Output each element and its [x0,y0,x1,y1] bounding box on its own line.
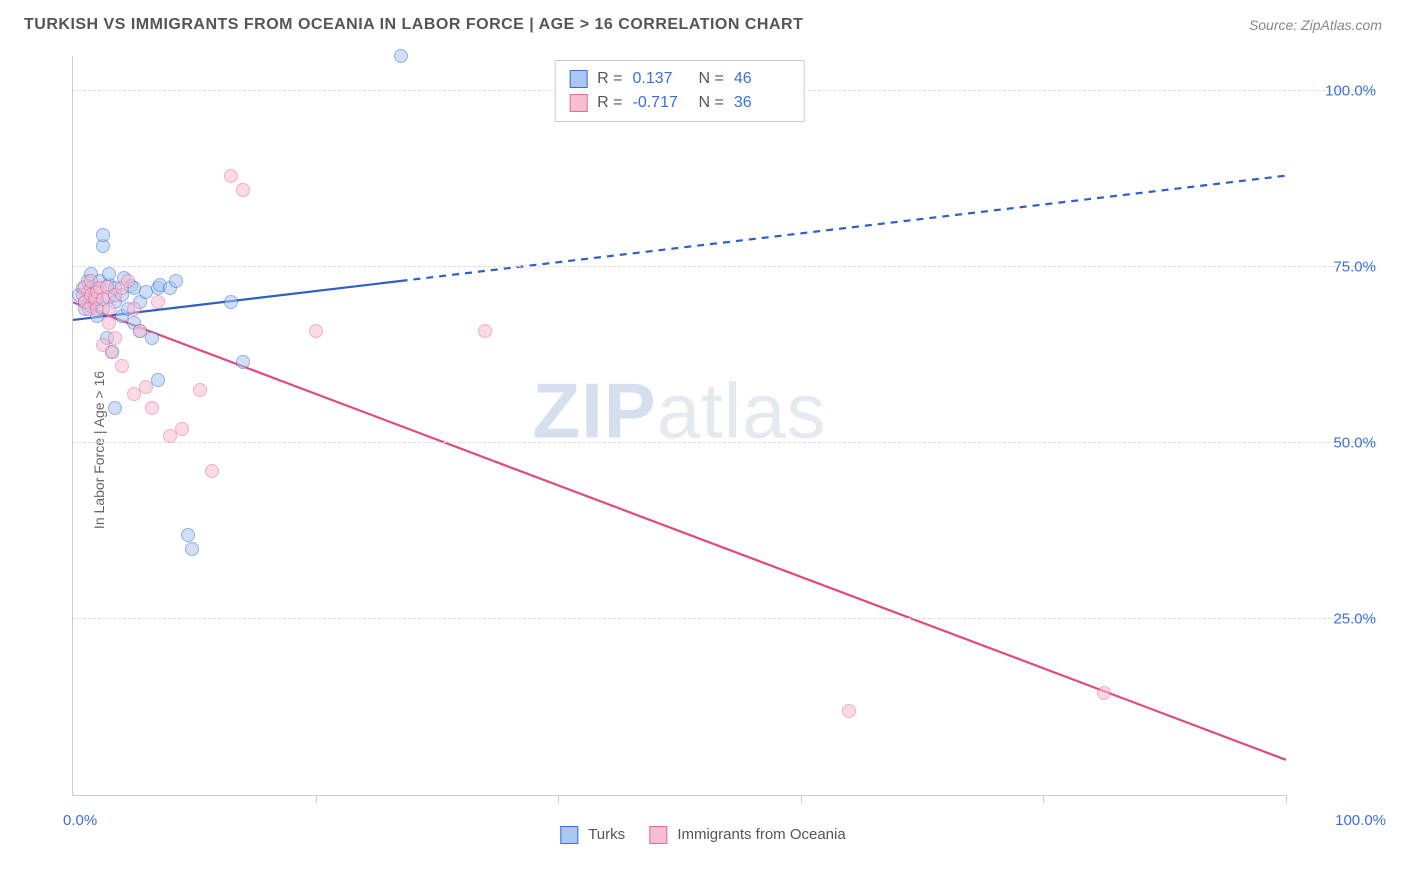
x-tick [316,795,317,803]
r-label: R = [597,91,622,115]
scatter-point [185,542,199,556]
scatter-point [151,373,165,387]
scatter-point [102,302,116,316]
chart-container: In Labor Force | Age > 16 R = 0.137 N = … [24,48,1382,852]
scatter-point [105,345,119,359]
plot-area: R = 0.137 N = 46 R = -0.717 N = 36 ZIPat… [72,56,1286,796]
legend-item-oceania: Immigrants from Oceania [649,826,846,844]
scatter-point [108,401,122,415]
series-legend: Turks Immigrants from Oceania [560,826,845,844]
r-label: R = [597,67,622,91]
r-value-turks: 0.137 [633,67,689,91]
y-tick-label: 100.0% [1296,83,1376,100]
legend-label-oceania: Immigrants from Oceania [677,826,845,843]
legend-row-turks: R = 0.137 N = 46 [569,67,790,91]
source-attribution: Source: ZipAtlas.com [1249,17,1382,33]
r-value-oceania: -0.717 [633,91,689,115]
x-tick [1043,795,1044,803]
scatter-point [478,324,492,338]
scatter-point [175,422,189,436]
legend-item-turks: Turks [560,826,625,844]
x-tick [1286,795,1287,803]
legend-swatch-turks [569,70,587,88]
grid-line [73,442,1376,443]
scatter-point [115,359,129,373]
scatter-point [394,49,408,63]
legend-swatch-icon [560,826,578,844]
watermark-atlas: atlas [657,366,827,454]
scatter-point [205,464,219,478]
scatter-point [102,316,116,330]
x-tick [801,795,802,803]
x-tick [558,795,559,803]
scatter-point [108,331,122,345]
scatter-point [842,704,856,718]
legend-swatch-oceania [569,94,587,112]
n-label: N = [699,67,724,91]
legend-row-oceania: R = -0.717 N = 36 [569,91,790,115]
y-tick-label: 75.0% [1296,259,1376,276]
n-value-oceania: 36 [734,91,790,115]
scatter-point [127,302,141,316]
scatter-point [193,383,207,397]
scatter-point [1097,686,1111,700]
chart-title: TURKISH VS IMMIGRANTS FROM OCEANIA IN LA… [24,16,803,34]
scatter-point [133,324,147,338]
scatter-point [181,528,195,542]
scatter-point [96,228,110,242]
scatter-point [169,274,183,288]
scatter-point [151,295,165,309]
scatter-point [139,380,153,394]
correlation-legend: R = 0.137 N = 46 R = -0.717 N = 36 [554,60,805,122]
trend-lines-layer [73,56,1286,795]
scatter-point [145,331,159,345]
scatter-point [236,355,250,369]
scatter-point [224,295,238,309]
grid-line [73,618,1376,619]
scatter-point [224,169,238,183]
scatter-point [236,183,250,197]
legend-swatch-icon [649,826,667,844]
watermark-zip: ZIP [532,366,656,454]
scatter-point [309,324,323,338]
scatter-point [121,274,135,288]
grid-line [73,266,1376,267]
y-tick-label: 25.0% [1296,611,1376,628]
n-value-turks: 46 [734,67,790,91]
y-tick-label: 50.0% [1296,435,1376,452]
legend-label-turks: Turks [588,826,625,843]
x-axis-max-label: 100.0% [1335,812,1386,829]
scatter-point [145,401,159,415]
n-label: N = [699,91,724,115]
x-axis-min-label: 0.0% [63,812,97,829]
